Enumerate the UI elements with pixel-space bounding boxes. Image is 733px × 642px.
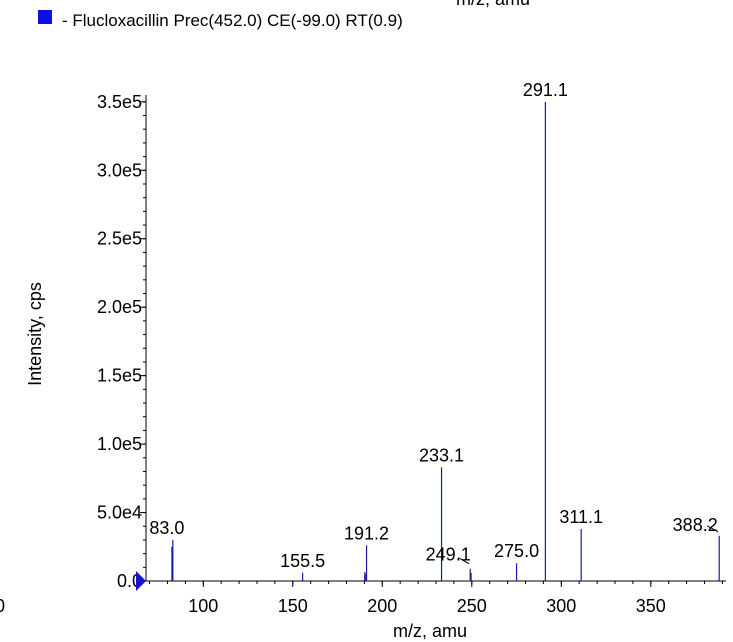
y-axis-title: Intensity, cps [25, 282, 45, 386]
x-tick-label: 200 [367, 596, 397, 616]
x-tick-label: 100 [188, 596, 218, 616]
y-major-ticks: 0.0 5.0e4 1.0e5 1.5e5 2.0e5 2.5e5 3.0e5 3.5e5 [97, 92, 146, 591]
peak-label: 155.5 [280, 551, 325, 571]
y-tick-label: 0.0 [117, 571, 142, 591]
peak-series [171, 101, 720, 581]
peak-label: 275.0 [494, 541, 539, 561]
peak-label: 233.1 [419, 445, 464, 465]
plot-area: 0.0 5.0e4 1.0e5 1.5e5 2.0e5 2.5e5 3.0e5 3.5e5 1… [97, 80, 726, 616]
peak-label-leader [457, 557, 470, 565]
peak-label: 249.1 [426, 545, 471, 565]
x-tick-label: 150 [278, 596, 308, 616]
x-tick-label: 250 [457, 596, 487, 616]
y-tick-label: 2.5e5 [97, 229, 142, 249]
x-axis-title: m/z, amu [393, 621, 467, 641]
axis-start-marker-icon [136, 571, 146, 591]
x-ticks: 100 150 200 250 300 350 [149, 581, 723, 616]
peak-label: 291.1 [523, 80, 568, 100]
peak-labels: 83.0 155.5 191.2 233.1 249.1 275.0 291.1 311.1 3… [149, 80, 719, 571]
y-tick-label: 3.0e5 [97, 160, 142, 180]
peak-label-leader [706, 525, 719, 533]
peak-label: 191.2 [344, 523, 389, 543]
top-clipped-axis-label: m/z, amu [456, 0, 530, 9]
y-tick-label: 1.0e5 [97, 434, 142, 454]
x-tick-label: 350 [636, 596, 666, 616]
y-tick-label: 2.0e5 [97, 297, 142, 317]
y-tick-label: 1.5e5 [97, 366, 142, 386]
peak-label: 83.0 [149, 518, 184, 538]
peak-label: 388.2 [673, 515, 718, 535]
legend-text: - Flucloxacillin Prec(452.0) CE(-99.0) R… [62, 11, 403, 30]
peak-label: 311.1 [559, 507, 603, 527]
y-tick-label: 5.0e4 [97, 503, 142, 523]
x-axis-edge-label: 0 [0, 596, 5, 616]
legend-marker [38, 10, 52, 24]
y-tick-label: 3.5e5 [97, 92, 142, 112]
legend: - Flucloxacillin Prec(452.0) CE(-99.0) R… [38, 10, 403, 30]
x-tick-label: 300 [546, 596, 576, 616]
